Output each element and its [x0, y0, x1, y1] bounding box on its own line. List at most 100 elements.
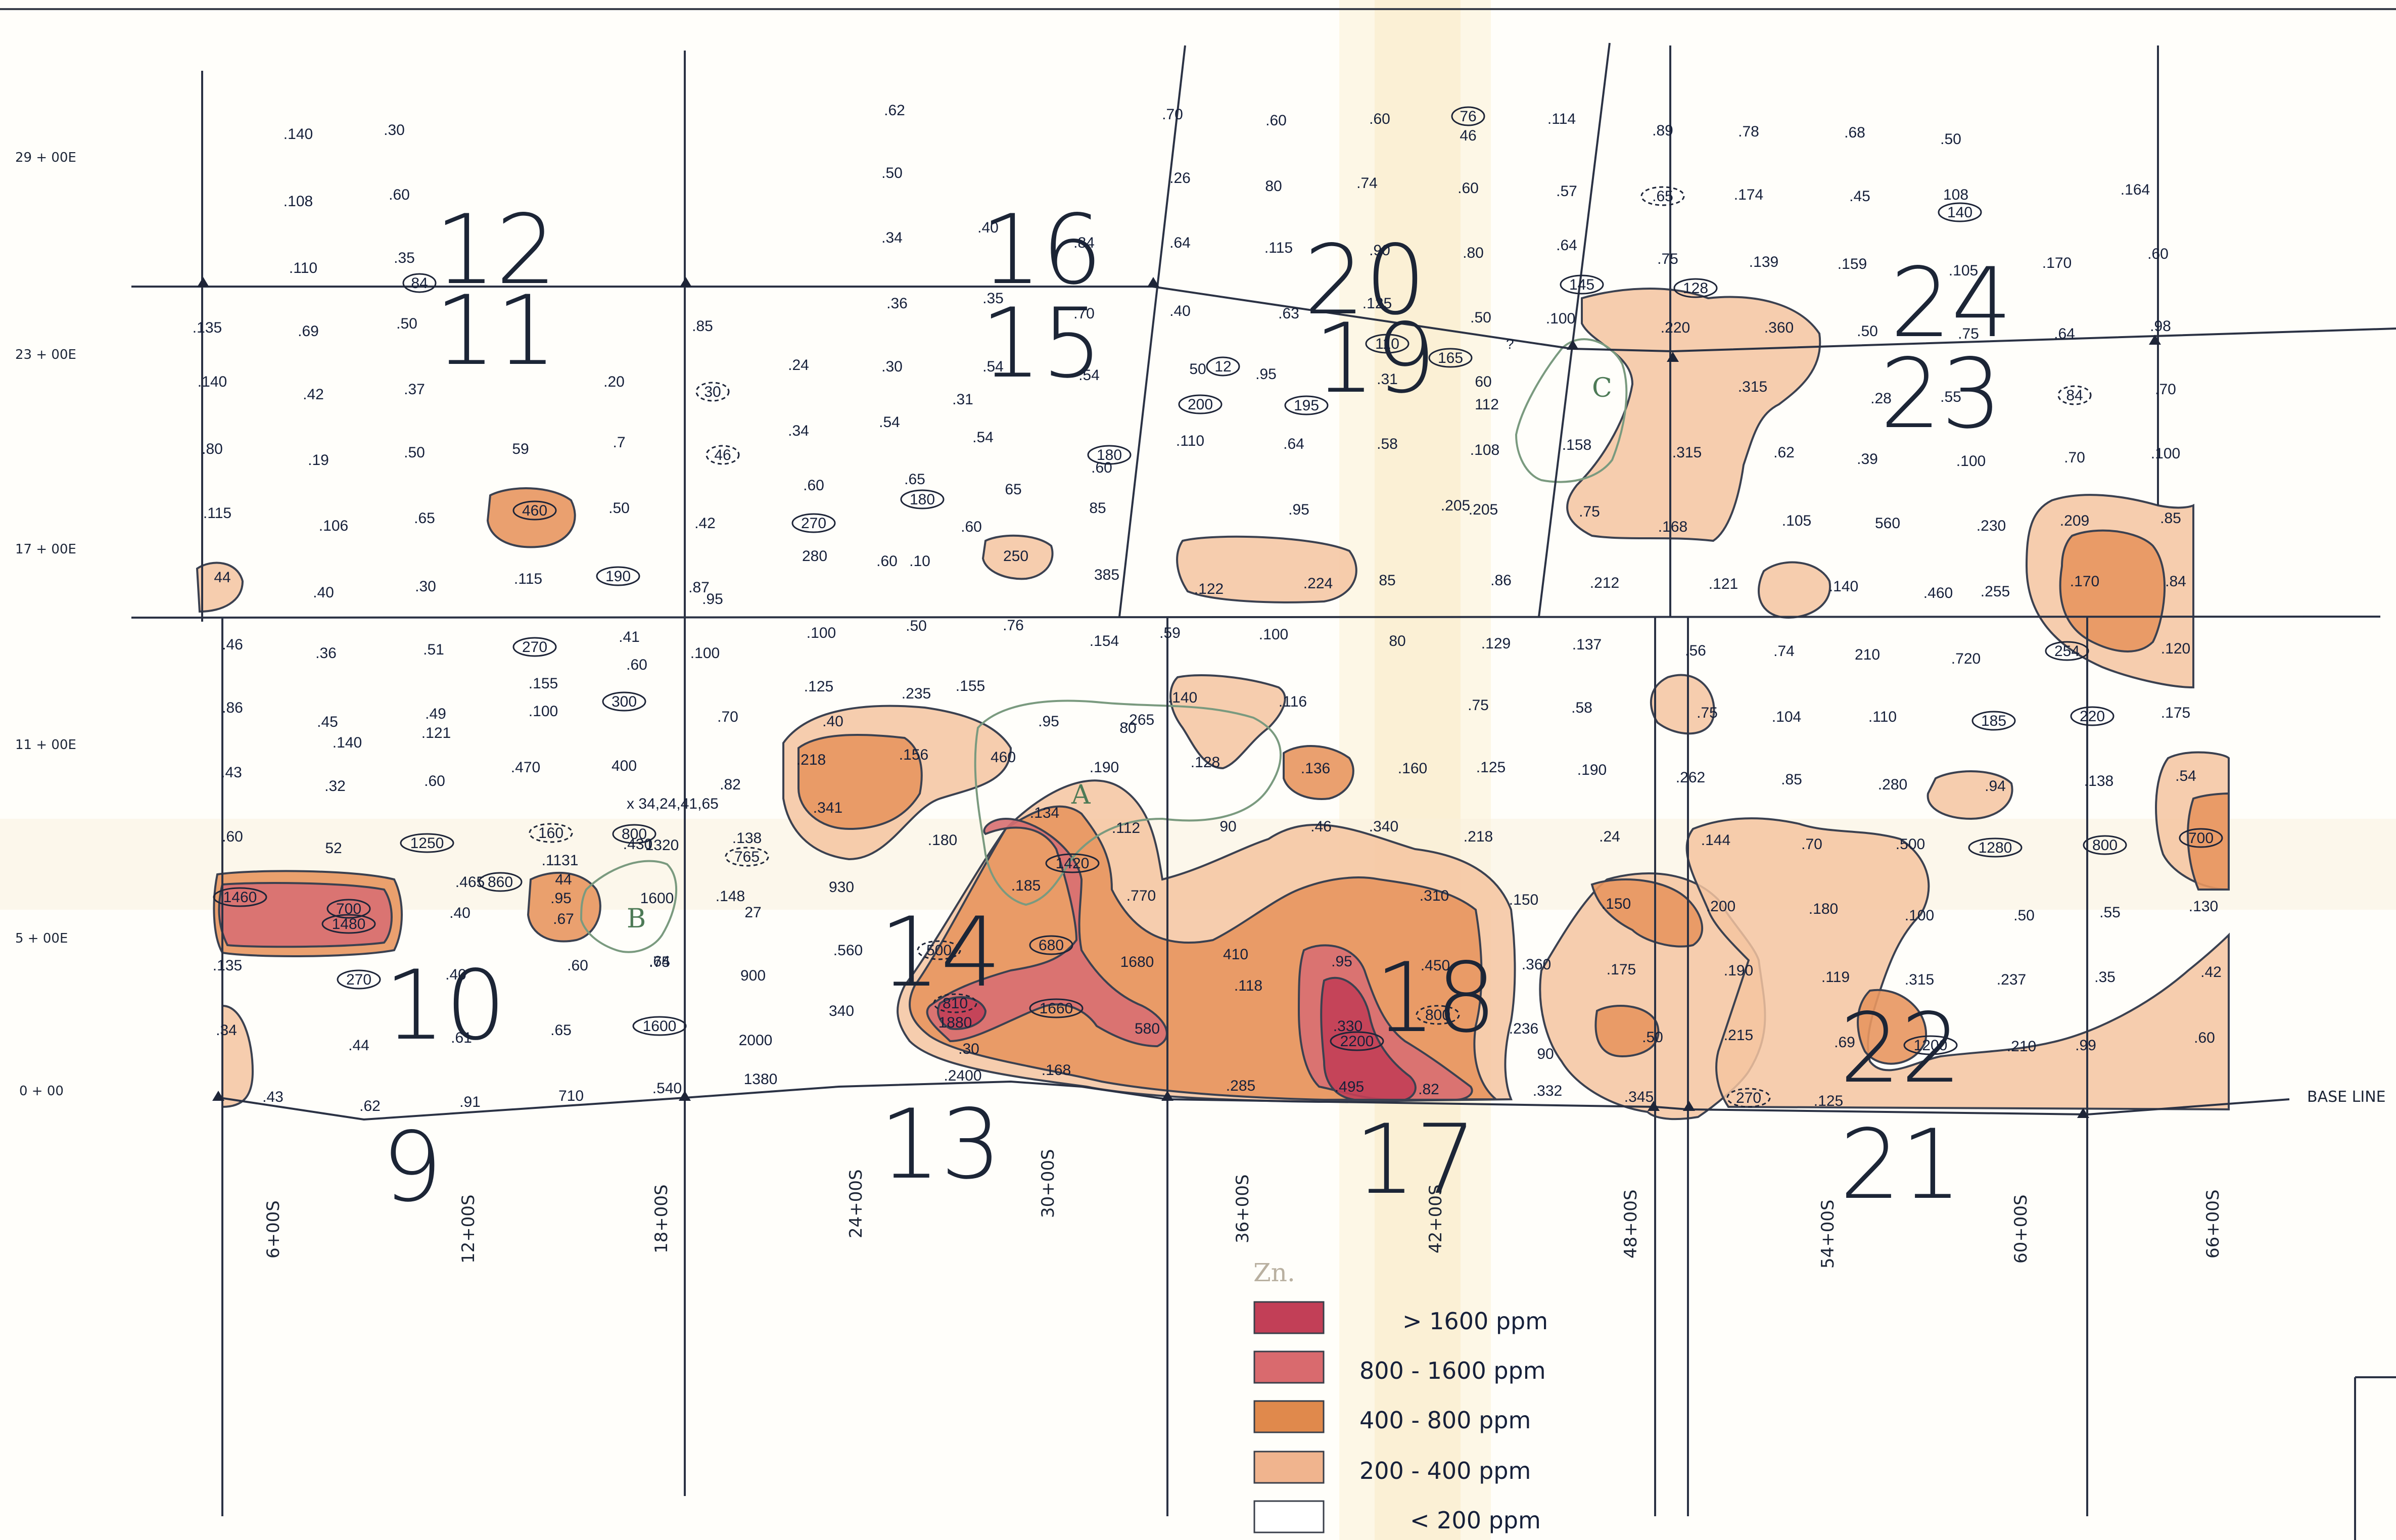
anomaly-label: A: [1071, 780, 1091, 810]
sample-value: .190: [1724, 962, 1753, 979]
sample-value: 410: [1223, 946, 1248, 963]
sample-value: .62: [359, 1098, 381, 1114]
sample-value: .70: [2064, 449, 2085, 466]
sample-value: 860: [488, 874, 513, 891]
claim-number: 24: [1890, 247, 2012, 359]
sample-value: .155: [956, 678, 985, 694]
sample-value: .30: [958, 1041, 979, 1057]
sample-circle: [512, 637, 557, 657]
sample-value: .175: [1607, 961, 1636, 978]
sample-value: .156: [899, 746, 928, 763]
sample-value: .116: [1279, 693, 1307, 710]
sample-value: .95: [1331, 953, 1352, 970]
sample-value: .30: [384, 122, 405, 138]
sample-value: .121: [1709, 576, 1738, 592]
sample-value: 76: [1460, 108, 1476, 125]
sample-value: .60: [876, 553, 898, 570]
sample-value: 30: [704, 384, 721, 400]
sample-value: .95: [1038, 713, 1059, 730]
sample-value: .140: [1829, 578, 1858, 595]
sample-value: 1600: [643, 1018, 677, 1035]
sample-circle: [1416, 1005, 1460, 1025]
claim-number: 14: [879, 897, 1002, 1008]
sample-value: .470: [511, 759, 540, 776]
sample-circle: [1428, 348, 1473, 368]
sample-value: 300: [612, 693, 637, 710]
sample-value: 110: [1375, 336, 1399, 352]
sample-value: .57: [1556, 183, 1577, 200]
sample-value: .40: [445, 966, 466, 983]
sample-value: .104: [1772, 709, 1801, 725]
sample-circle: [1968, 837, 2023, 858]
sample-value: .218: [1464, 828, 1493, 845]
sample-value: .125: [1363, 295, 1392, 312]
station-marker: [1667, 352, 1679, 362]
sample-value: .58: [1377, 436, 1398, 452]
northing-label: 5 + 00E: [15, 931, 68, 946]
legend-label: 800 - 1600 ppm: [1359, 1357, 1546, 1384]
sample-value: .108: [1470, 442, 1499, 458]
station-marker: [197, 277, 209, 287]
sample-value: 190: [605, 568, 631, 585]
sample-value: .310: [1420, 888, 1449, 904]
sample-value: .210: [2007, 1038, 2036, 1055]
sample-value: .90: [1369, 242, 1390, 259]
sample-value: .43: [221, 764, 242, 781]
sample-value: .106: [319, 518, 348, 534]
sample-value: .135: [213, 957, 242, 974]
sample-circle: [1206, 356, 1240, 377]
sample-value: 270: [346, 971, 371, 988]
sample-value: .360: [1522, 956, 1551, 973]
northing-label: 11 + 00E: [15, 737, 76, 753]
sample-value: .40: [822, 713, 843, 730]
sample-value: 680: [1039, 937, 1064, 954]
sample-value: .174: [1734, 186, 1763, 203]
sample-value: .129: [1481, 635, 1511, 652]
sample-value: 1200: [1914, 1037, 1948, 1054]
sample-value: .140: [1168, 689, 1197, 706]
sample-circle: [1451, 106, 1485, 126]
sample-value: .51: [423, 641, 444, 658]
sample-value: .105: [1782, 512, 1811, 529]
station-marker: [1683, 1101, 1695, 1111]
sample-value: .42: [694, 515, 716, 532]
sample-value: .236: [1509, 1020, 1538, 1037]
sample-value: .99: [2075, 1037, 2096, 1054]
sample-value: .63: [1278, 305, 1299, 322]
sample-value: .39: [1857, 451, 1878, 468]
sample-value: .105: [1949, 262, 1978, 279]
annotation-coords: x 34,24,41,65: [627, 796, 719, 812]
easting-label: 48+00S: [1621, 1189, 1641, 1258]
sample-value: .150: [1509, 892, 1538, 908]
sample-circle: [1903, 1035, 1958, 1055]
sample-value: 1480: [332, 916, 366, 932]
station-marker: [212, 1091, 224, 1101]
sample-value: .45: [317, 714, 338, 730]
sample-value: .24: [788, 357, 809, 374]
claim-number: 16: [980, 194, 1103, 306]
sample-value: .209: [2060, 512, 2089, 529]
sample-circle: [213, 887, 267, 907]
sample-value: .36: [315, 645, 337, 662]
sample-value: 80: [1265, 178, 1282, 195]
claim-number: 18: [1375, 942, 1497, 1054]
sample-value: .332: [1533, 1083, 1562, 1099]
sample-value: .40: [449, 905, 471, 921]
sample-value: .50: [404, 444, 425, 461]
sample-value: .75: [1468, 697, 1489, 714]
anomaly-label: B: [627, 904, 646, 934]
sample-value: .115: [514, 571, 542, 587]
sample-value: 160: [538, 825, 563, 842]
sample-value: .122: [1194, 581, 1224, 597]
sample-circle: [1087, 445, 1132, 465]
legend-label: 400 - 800 ppm: [1359, 1407, 1531, 1434]
sample-value: 250: [1003, 548, 1028, 565]
claim-number: 17: [1354, 1104, 1477, 1216]
sample-value: .345: [1624, 1089, 1654, 1105]
sample-value: 930: [829, 879, 854, 896]
sample-value: .60: [222, 828, 243, 845]
sample-value: 280: [802, 548, 827, 565]
sample-circle: [402, 273, 437, 293]
easting-label: 42+00S: [1426, 1184, 1446, 1253]
sample-value: 800: [1425, 1007, 1450, 1023]
